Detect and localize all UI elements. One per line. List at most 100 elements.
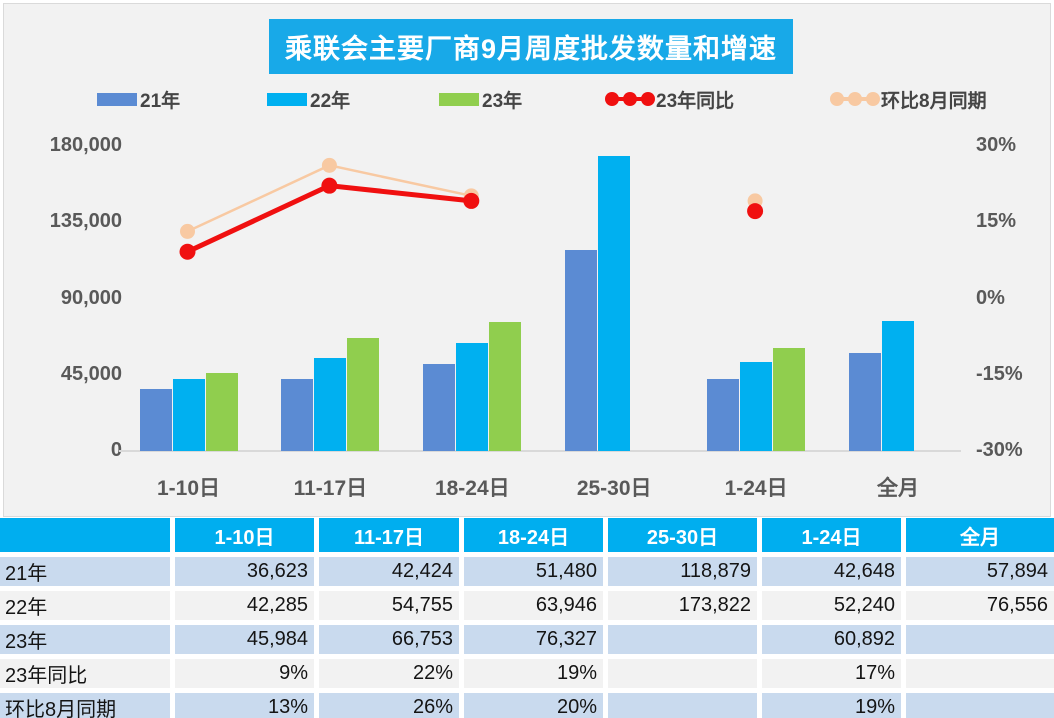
bar-21年-1-10日 [139,388,172,451]
chart-title: 乘联会主要厂商9月周度批发数量和增速 [269,19,793,74]
y2-axis-tick-label: 15% [976,210,1017,233]
table-cell: 9% [175,659,314,688]
legend-item-22年: 22年 [267,86,350,112]
bar-23年-11-17日 [347,337,380,451]
row-label: 23年同比 [0,659,170,688]
table-cell: 52,240 [762,591,901,620]
bar-21年-全月 [849,352,881,451]
table-cell: 118,879 [608,557,757,586]
legend-item-23年同比: 23年同比 [604,86,734,112]
row-label: 21年 [0,557,170,586]
table-cell: 42,648 [762,557,901,586]
x-axis-label: 1-24日 [724,477,788,500]
table-row: 环比8月同期 13% 26% 20% 19% [0,693,1054,718]
table-cell [906,659,1054,688]
table-row: 23年 45,984 66,753 76,327 60,892 [0,625,1054,654]
x-axis-label: 1-10日 [156,477,221,500]
table-row: 23年同比 9% 22% 19% 17% [0,659,1054,688]
x-axis-label: 11-17日 [293,477,368,500]
data-table: 1-10日 11-17日 18-24日 25-30日 1-24日 全月 21年 36,623… [0,513,1054,718]
weekly-wholesale-table: 1-10日 11-17日 18-24日 25-30日 1-24日 全月 21年 36,623… [0,513,1054,718]
row-label: 23年 [0,625,170,654]
table-cell: 173,822 [608,591,757,620]
table-cell [906,693,1054,718]
table-row: 21年 36,623 42,424 51,480 118,879 42,648 57,894 [0,557,1054,586]
legend-swatch-icon [97,92,137,106]
table-cell: 42,424 [319,557,459,586]
bar-22年-1-24日 [740,362,773,451]
y2-axis-tick-label: 0% [976,286,1005,309]
y-axis-tick-label: 90,000 [60,286,122,309]
row-label: 环比8月同期 [0,693,170,718]
legend-label: 22年 [310,90,351,112]
y-axis-tick-label: 135,000 [49,210,122,233]
table-cell: 76,556 [906,591,1054,620]
table-cell: 36,623 [175,557,314,586]
table-header-cell: 全月 [906,518,1054,552]
table-cell: 45,984 [175,625,314,654]
table-header-cell: 1-10日 [175,518,314,552]
legend-label: 23年同比 [656,90,735,112]
bar-23年-1-24日 [773,347,806,451]
table-cell: 66,753 [319,625,459,654]
bar-23年-18-24日 [489,321,522,451]
bar-21年-11-17日 [281,379,314,451]
legend-swatch-icon [267,92,307,106]
table-cell: 26% [319,693,459,718]
x-axis-label: 18-24日 [434,477,510,500]
table-cell: 13% [175,693,314,718]
table-cell [608,659,757,688]
y2-axis-tick-label: -30% [976,439,1023,461]
legend-line-marker-icon [830,92,880,106]
x-axis-label: 25-30日 [576,477,652,500]
y2-axis-tick-label: 30% [976,134,1017,156]
table-cell: 76,327 [464,625,603,654]
legend-item-23年: 23年 [439,86,522,112]
table-cell: 42,285 [175,591,314,620]
table-header-cell [0,518,170,552]
bar-22年-18-24日 [456,342,489,451]
legend-label: 23年 [482,90,523,112]
bar-22年-25-30日 [598,156,631,451]
table-cell: 63,946 [464,591,603,620]
x-axis-line [119,450,961,452]
table-cell: 54,755 [319,591,459,620]
table-cell: 19% [464,659,603,688]
x-axis-label: 全月 [877,477,919,500]
table-header-cell: 25-30日 [608,518,757,552]
bar-21年-1-24日 [707,378,740,451]
table-cell: 60,892 [762,625,901,654]
table-cell: 22% [319,659,459,688]
legend-item-21年: 21年 [97,86,180,112]
table-header-row: 1-10日 11-17日 18-24日 25-30日 1-24日 全月 [0,518,1054,552]
legend-label: 21年 [140,90,181,112]
table-cell: 17% [762,659,901,688]
y-axis-tick-label: 0 [110,439,122,461]
legend-label: 环比8月同期 [881,90,987,112]
table-cell [608,693,757,718]
table-cell: 51,480 [464,557,603,586]
table-cell [608,625,757,654]
chart-panel: 乘联会主要厂商9月周度批发数量和增速 21年 22年 23年 23年同比 环比8月同期 … [3,3,1051,517]
chart-legend: 21年 22年 23年 23年同比 环比8月同期 [4,86,1054,112]
table-header-cell: 11-17日 [319,518,459,552]
y-axis-tick-label: 45,000 [60,362,122,385]
table-cell: 19% [762,693,901,718]
table-cell [906,625,1054,654]
legend-swatch-icon [439,92,479,106]
table-header-cell: 18-24日 [464,518,603,552]
table-cell: 20% [464,693,603,718]
legend-line-marker-icon [605,92,655,106]
bar-22年-全月 [882,321,914,451]
table-cell: 57,894 [906,557,1054,586]
bar-22年-1-10日 [172,379,205,451]
y-axis-tick-label: 180,000 [49,134,122,156]
bar-21年-25-30日 [565,249,598,451]
legend-item-环比8月同期: 环比8月同期 [829,86,987,112]
table-header-cell: 1-24日 [762,518,901,552]
bar-23年-1-10日 [205,373,238,451]
bar-22年-11-17日 [314,358,347,451]
bar-21年-18-24日 [423,363,456,451]
y2-axis-tick-label: -15% [976,362,1023,385]
